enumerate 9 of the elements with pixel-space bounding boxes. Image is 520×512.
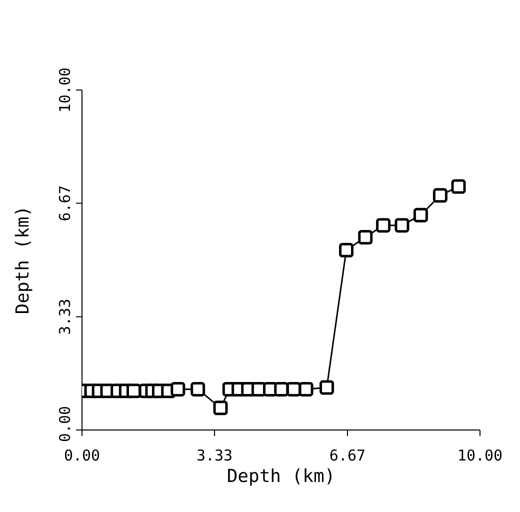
y-tick-label: 6.67 <box>56 185 74 222</box>
x-axis-title: Depth (km) <box>226 466 336 487</box>
x-tick-label: 10.00 <box>457 446 503 465</box>
y-tick-label: 0.00 <box>56 406 74 442</box>
x-tick-label: 6.67 <box>329 446 366 465</box>
x-tick-label: 3.33 <box>196 446 233 465</box>
y-tick-label: 10.00 <box>56 67 74 113</box>
y-tick-label: 3.33 <box>56 298 74 335</box>
y-axis-title: Depth (km) <box>12 206 34 314</box>
